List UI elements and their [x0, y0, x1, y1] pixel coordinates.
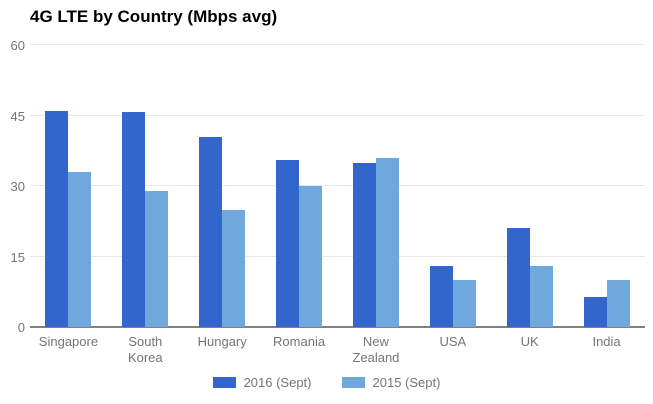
x-axis-label-cell: South Korea	[107, 334, 184, 366]
bar-2016-singapore[interactable]	[45, 111, 69, 327]
legend-label: 2016 (Sept)	[243, 375, 312, 390]
y-axis-tick-label: 0	[17, 320, 25, 335]
bar-2016-south-korea[interactable]	[122, 111, 146, 327]
gridline	[30, 44, 645, 45]
bar-2016-uk[interactable]	[506, 228, 530, 327]
bar-2016-usa[interactable]	[429, 265, 453, 327]
plot-area	[30, 44, 645, 328]
x-axis-label: New Zealand	[352, 334, 400, 365]
legend-item: 2016 (Sept)	[212, 375, 312, 390]
chart-title: 4G LTE by Country (Mbps avg)	[30, 7, 278, 26]
bar-2016-romania[interactable]	[276, 160, 300, 327]
bar-2015-uk[interactable]	[529, 265, 553, 327]
gridline	[30, 255, 645, 257]
bar-2015-usa[interactable]	[452, 280, 476, 327]
x-axis-line	[30, 326, 645, 328]
x-axis-label: India	[592, 334, 621, 349]
x-axis-label: Hungary	[197, 334, 247, 349]
y-axis-tick-label: 15	[10, 249, 25, 265]
bar-2015-india[interactable]	[606, 280, 630, 327]
bar-2016-hungary[interactable]	[199, 136, 223, 327]
x-axis-label-cell: UK	[491, 334, 568, 366]
bar-group	[338, 45, 415, 327]
y-axis-tick-label: 45	[10, 108, 25, 124]
bar-group	[491, 45, 568, 327]
bar-group	[30, 45, 107, 327]
legend: 2016 (Sept) 2015 (Sept)	[0, 375, 653, 390]
x-axis-label: South Korea	[127, 334, 163, 365]
bar-2015-new-zealand[interactable]	[375, 157, 399, 327]
bar-2015-romania[interactable]	[299, 186, 323, 327]
bar-group	[568, 45, 645, 327]
y-axis-tick-label: 60	[10, 38, 25, 53]
bar-2016-new-zealand[interactable]	[352, 162, 376, 327]
legend-item: 2015 (Sept)	[341, 375, 441, 390]
bar-2016-india[interactable]	[583, 296, 607, 327]
bar-groups	[30, 45, 645, 327]
x-axis-labels: Singapore South Korea Hungary Romania New Ze…	[30, 334, 645, 366]
bar-2015-south-korea[interactable]	[145, 190, 169, 327]
gridline	[30, 114, 645, 116]
bar-group	[184, 45, 261, 327]
bar-2015-singapore[interactable]	[68, 171, 92, 327]
bar-group	[107, 45, 184, 327]
x-axis-label-cell: India	[568, 334, 645, 366]
bar-2015-hungary[interactable]	[222, 209, 246, 327]
x-axis-label: Romania	[273, 334, 326, 349]
x-axis-label-cell: Romania	[261, 334, 338, 366]
legend-label: 2015 (Sept)	[372, 375, 441, 390]
x-axis-label: UK	[520, 334, 539, 349]
legend-swatch	[212, 377, 236, 388]
legend-swatch	[341, 377, 365, 388]
gridline	[30, 185, 645, 186]
bar-group	[414, 45, 491, 327]
x-axis-label: Singapore	[38, 334, 99, 349]
bar-group	[261, 45, 338, 327]
x-axis-label: USA	[439, 334, 467, 349]
x-axis-label-cell: New Zealand	[338, 334, 415, 366]
y-axis-tick-label: 30	[10, 179, 25, 194]
x-axis-label-cell: USA	[414, 334, 491, 366]
x-axis-label-cell: Singapore	[30, 334, 107, 366]
x-axis-label-cell: Hungary	[184, 334, 261, 366]
